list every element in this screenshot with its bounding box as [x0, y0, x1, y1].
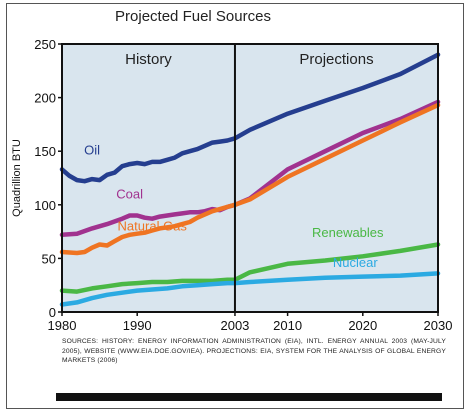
y-tick-label: 50 [42, 251, 56, 266]
series-label-oil: Oil [84, 142, 100, 157]
y-tick-label: 250 [34, 37, 56, 52]
y-axis-label: Quadrillion BTU [11, 139, 23, 217]
x-tick-label: 2020 [348, 318, 377, 333]
series-label-natural-gas: Natural Gas [118, 219, 188, 234]
x-tick-label: 1990 [123, 318, 152, 333]
sources-note: SOURCES: HISTORY: ENERGY INFORMATION ADM… [62, 338, 446, 365]
series-line-coal [59, 99, 441, 238]
series-label-coal: Coal [116, 186, 143, 201]
x-tick-label: 2030 [424, 318, 453, 333]
x-tick-label: 2003 [220, 318, 249, 333]
decorative-bar [56, 393, 442, 401]
chart-title: Projected Fuel Sources [115, 8, 271, 25]
series-line-oil [59, 52, 441, 184]
series-label-renewables: Renewables [312, 225, 384, 240]
series-line-renewables [59, 242, 441, 294]
x-tick-label: 1980 [48, 318, 77, 333]
y-tick-label: 150 [34, 144, 56, 159]
region-label-projections: Projections [299, 51, 373, 68]
series-label-nuclear: Nuclear [333, 255, 378, 270]
region-label-history: History [125, 51, 172, 68]
y-tick-label: 200 [34, 91, 56, 106]
plot-border [61, 43, 439, 313]
x-tick-label: 2010 [273, 318, 302, 333]
y-tick-label: 0 [49, 305, 56, 320]
series-line-nuclear [59, 271, 441, 307]
y-tick-label: 100 [34, 198, 56, 213]
series-line-natural-gas [59, 102, 441, 256]
plot-background [62, 44, 438, 312]
